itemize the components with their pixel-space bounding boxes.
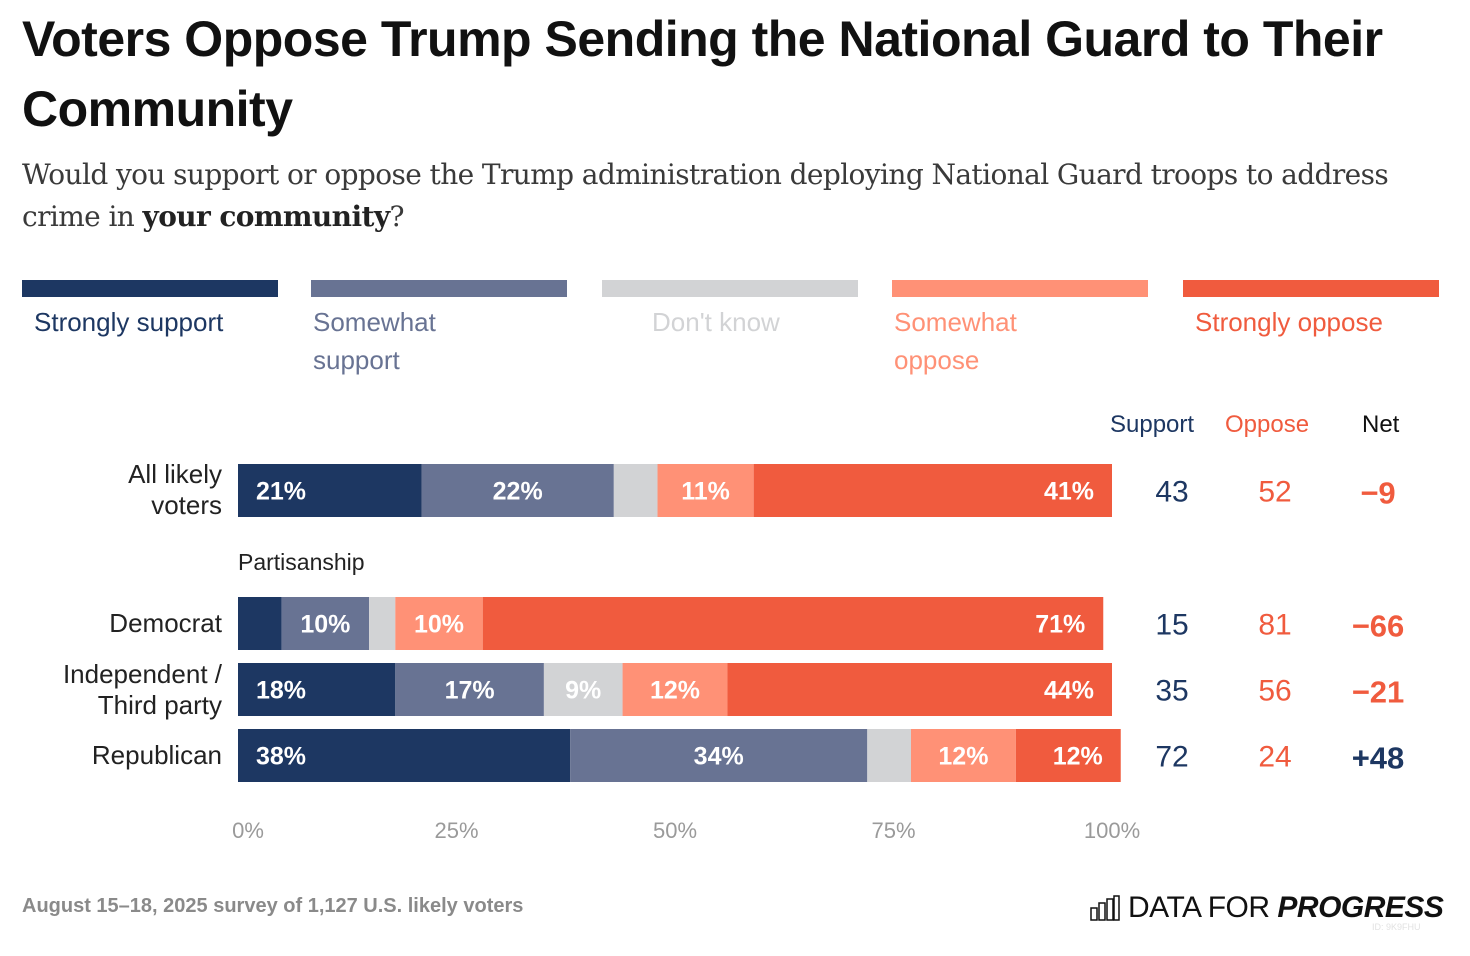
bar-segment-republican-dont-know	[867, 729, 911, 782]
logo-text-light: DATA FOR	[1128, 891, 1278, 924]
row-label-line: Independent /	[62, 659, 222, 689]
support-value-democrat: 15	[1155, 609, 1188, 642]
row-label-democrat: Democrat	[109, 608, 222, 639]
legend-swatch-dont-know	[602, 280, 858, 297]
row-label-independent: Independent / Third party	[63, 659, 222, 721]
support-value-independent-third-party: 35	[1155, 675, 1188, 708]
column-header-support: Support	[1110, 411, 1195, 438]
x-tick-label: 25%	[434, 818, 478, 843]
legend-item-somewhat-oppose: Somewhat oppose	[892, 280, 1148, 379]
legend-item-strongly-support: Strongly support	[22, 280, 278, 341]
legend-swatch-strongly-oppose	[1183, 280, 1439, 297]
chart-title: Voters Oppose Trump Sending the National…	[22, 11, 1383, 137]
group-label-partisanship: Partisanship	[238, 549, 365, 575]
row-label-line: Third party	[97, 690, 222, 720]
data-label-independent-third-party-strongly-support: 18%	[256, 677, 306, 705]
row-label-all-likely-voters: All likely voters	[128, 459, 222, 521]
bar-segment-independent-third-party-somewhat-oppose	[622, 663, 728, 716]
legend-label-strongly-support: Strongly support	[34, 307, 224, 337]
net-value-independent-third-party: −21	[1352, 675, 1405, 710]
bar-segment-independent-third-party-strongly-support	[238, 663, 396, 716]
chart-subtitle: Would you support or oppose the Trump ad…	[22, 154, 1422, 238]
legend-item-strongly-oppose: Strongly oppose	[1183, 280, 1439, 341]
support-value-all-likely-voters: 43	[1155, 476, 1188, 509]
legend-swatch-somewhat-oppose	[892, 280, 1148, 297]
footer-survey-note: August 15–18, 2025 survey of 1,127 U.S. …	[22, 895, 524, 917]
legend-swatch-somewhat-support	[311, 280, 567, 297]
oppose-value-republican: 24	[1258, 741, 1291, 774]
data-label-all-likely-voters-strongly-support: 21%	[256, 478, 306, 506]
bar-chart-logo-icon	[1090, 895, 1120, 921]
bar-segment-republican-somewhat-oppose	[910, 729, 1016, 782]
row-label-line: Republican	[91, 740, 222, 770]
data-label-all-likely-voters-strongly-oppose: 41%	[1044, 478, 1094, 506]
data-label-republican-strongly-oppose: 12%	[1053, 743, 1103, 771]
logo-text-bold: PROGRESS	[1277, 891, 1444, 924]
data-label-all-likely-voters-somewhat-oppose: 11%	[681, 478, 730, 506]
net-value-democrat: −66	[1352, 609, 1405, 644]
x-tick-label: 0%	[232, 818, 264, 843]
row-label-line: voters	[151, 490, 222, 520]
bar-segment-democrat-somewhat-oppose	[395, 597, 483, 650]
column-header-oppose: Oppose	[1225, 411, 1310, 438]
legend-item-dont-know: Don't know	[602, 280, 858, 341]
subtitle-emphasis: your community	[142, 200, 391, 233]
x-tick-label: 50%	[653, 818, 697, 843]
x-tick-label: 100%	[1084, 818, 1140, 843]
net-value-republican: +48	[1352, 741, 1405, 776]
bar-segment-independent-third-party-dont-know	[543, 663, 623, 716]
data-label-democrat-somewhat-oppose: 10%	[414, 611, 464, 639]
bar-segment-republican-strongly-oppose	[1015, 729, 1121, 782]
data-for-progress-logo: DATA FOR PROGRESS	[1090, 888, 1444, 928]
bar-segment-all-likely-voters-dont-know	[613, 464, 658, 517]
bar-segment-republican-somewhat-support	[570, 729, 868, 782]
bar-segment-all-likely-voters-somewhat-oppose	[657, 464, 754, 517]
data-label-all-likely-voters-somewhat-support: 22%	[493, 478, 543, 506]
subtitle-prefix: Would you support or oppose the Trump ad…	[22, 158, 1389, 233]
data-label-independent-third-party-somewhat-support: 17%	[445, 677, 495, 705]
logo-text: DATA FOR PROGRESS	[1128, 891, 1444, 925]
data-label-independent-third-party-somewhat-oppose: 12%	[650, 677, 700, 705]
bar-segment-democrat-strongly-oppose	[482, 597, 1104, 650]
bar-segment-independent-third-party-somewhat-support	[395, 663, 544, 716]
bar-segment-democrat-dont-know	[369, 597, 396, 650]
bar-segment-republican-strongly-support	[238, 729, 571, 782]
bar-segment-all-likely-voters-strongly-support	[238, 464, 422, 517]
data-label-republican-somewhat-support: 34%	[694, 743, 744, 771]
chart-id: ID: 9K9FHU	[1372, 922, 1421, 932]
legend-label-somewhat-oppose: Somewhat oppose	[894, 307, 1017, 375]
data-label-democrat-somewhat-support: 10%	[300, 611, 350, 639]
bar-segment-independent-third-party-strongly-oppose	[727, 663, 1112, 716]
data-label-republican-somewhat-oppose: 12%	[938, 743, 988, 771]
bar-segment-democrat-strongly-support	[238, 597, 282, 650]
data-label-democrat-strongly-oppose: 71%	[1035, 611, 1085, 639]
stacked-bar-chart: 21% 22% 11% 41% 43 52 −9 10% 10% 71% 15 81 −66 18% 17%…	[232, 464, 1405, 843]
legend-label-strongly-oppose: Strongly oppose	[1195, 307, 1383, 337]
legend-item-somewhat-support: Somewhat support	[311, 280, 567, 379]
oppose-value-democrat: 81	[1258, 609, 1291, 642]
bar-segment-all-likely-voters-strongly-oppose	[753, 464, 1112, 517]
subtitle-suffix: ?	[389, 200, 404, 233]
oppose-value-all-likely-voters: 52	[1258, 476, 1291, 509]
data-label-independent-third-party-dont-know: 9%	[565, 677, 601, 705]
data-label-independent-third-party-strongly-oppose: 44%	[1044, 677, 1094, 705]
legend-label-dont-know: Don't know	[652, 307, 780, 337]
legend-swatch-strongly-support	[22, 280, 278, 297]
support-value-republican: 72	[1155, 741, 1188, 774]
bar-segment-democrat-somewhat-support	[281, 597, 370, 650]
column-header-net: Net	[1362, 411, 1400, 438]
row-label-republican: Republican	[92, 740, 222, 771]
data-label-republican-strongly-support: 38%	[256, 743, 306, 771]
legend: Strongly support Somewhat support Don't …	[22, 280, 1439, 390]
bar-segment-all-likely-voters-somewhat-support	[421, 464, 614, 517]
net-value-all-likely-voters: −9	[1360, 476, 1395, 511]
oppose-value-independent-third-party: 56	[1258, 675, 1291, 708]
legend-label-somewhat-support: Somewhat support	[313, 307, 436, 375]
row-label-line: Democrat	[109, 608, 222, 638]
row-label-line: All likely	[128, 459, 222, 489]
x-tick-label: 75%	[871, 818, 915, 843]
